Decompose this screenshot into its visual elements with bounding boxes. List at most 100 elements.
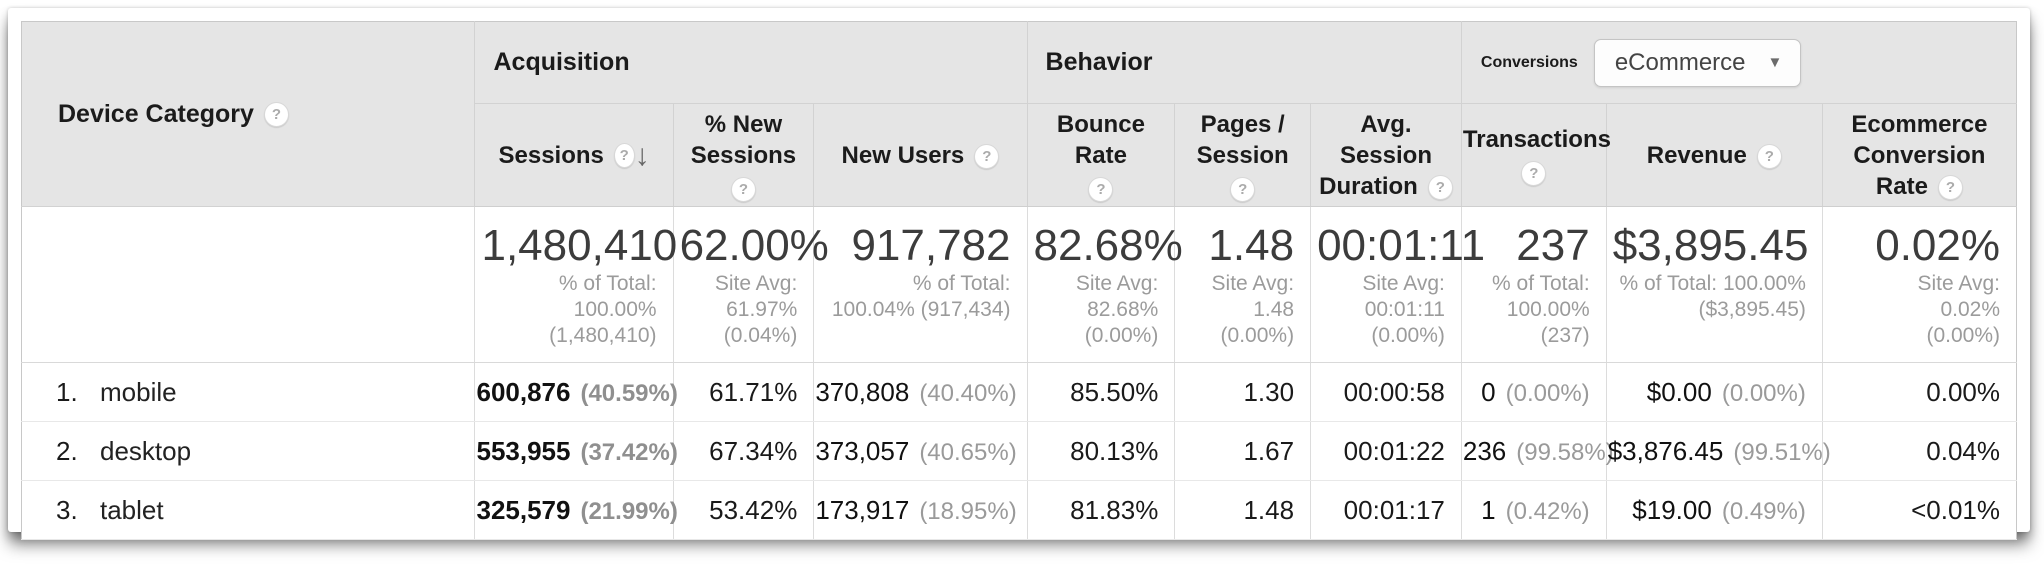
summary-value: 0.02% (1875, 221, 2000, 270)
column-header-pages-session[interactable]: Pages / Session ? (1174, 103, 1311, 207)
sessions-label: Sessions (498, 141, 604, 169)
summary-subtext: 100.04% (917,434) (831, 298, 1011, 321)
caret-down-icon: ▼ (1767, 54, 1783, 71)
help-icon[interactable]: ? (730, 176, 756, 202)
transactions-label: Transactions (1462, 126, 1611, 153)
summary-cell-ecommerce-conversion-rate: 0.02% Site Avg: 0.02% (0.00%) (1821, 206, 2017, 363)
cell-new-users: 373,057 (40.65%) (813, 421, 1028, 481)
row-index: 2. (56, 435, 78, 466)
help-icon[interactable]: ? (1230, 176, 1256, 202)
conversions-label: Conversions (1480, 53, 1578, 71)
cell-device-category: 3. tablet (21, 480, 475, 540)
summary-subtext: % of Total: (1492, 272, 1590, 295)
column-header-bounce-rate[interactable]: Bounce Rate ? (1026, 103, 1175, 207)
cell-pct-new-sessions: 67.34% (672, 421, 814, 481)
new-users-label: New Users (841, 141, 965, 169)
column-header-transactions[interactable]: Transactions ? (1460, 103, 1611, 207)
column-header-ecommerce-conversion-rate[interactable]: Ecommerce Conversion Rate? (1821, 103, 2017, 207)
summary-subtext: (0.00%) (1926, 324, 2000, 347)
column-header-revenue[interactable]: Revenue? (1605, 103, 1823, 207)
ecommerce-conversion-rate-label: Conversion (1853, 141, 1986, 169)
help-icon[interactable]: ? (1756, 143, 1782, 169)
summary-subtext: 00:01:11 (1364, 298, 1445, 321)
column-header-sessions[interactable]: Sessions? ↓ (474, 103, 674, 207)
table-row: 1. mobile 600,876 (40.59%) 61.71% 370,808(… (21, 362, 2017, 422)
avg-session-duration-label: Duration? (1312, 171, 1460, 202)
column-header-avg-session-duration[interactable]: Avg. Session Duration? (1310, 103, 1462, 207)
pct-new-sessions-label: % New (704, 110, 783, 138)
column-header-new-users[interactable]: New Users? (813, 103, 1028, 207)
help-icon[interactable]: ? (1937, 174, 1963, 200)
cell-bounce-rate: 80.13% (1026, 421, 1175, 481)
cell-revenue: $3,876.45 (99.51%) (1605, 421, 1831, 481)
sort-descending-icon[interactable]: ↓ (634, 138, 650, 172)
summary-cell-new-users: 917,782 % of Total: 100.04% (917,434) (813, 206, 1028, 363)
group-header-conversions: Conversions eCommerce ▼ (1460, 21, 2017, 104)
help-icon[interactable]: ? (1427, 174, 1453, 200)
summary-subtext: 0.02% (1940, 298, 2000, 321)
help-icon[interactable]: ? (263, 102, 289, 128)
cell-pct-new-sessions: 53.42% (672, 480, 814, 540)
pct-new-sessions-label: Sessions (690, 141, 797, 169)
group-header-behavior: Behavior (1026, 21, 1462, 104)
acquisition-label: Acquisition (493, 48, 630, 76)
pages-session-label: Session (1196, 141, 1289, 169)
summary-cell-sessions: 1,480,410 % of Total: 100.00% (1,480,410… (474, 206, 678, 363)
summary-subtext: 1.48 (1253, 298, 1295, 321)
analytics-table: Device Category? Acquisition Behavior Co… (21, 21, 2017, 540)
summary-subtext: 100.00% (237) (1506, 298, 1590, 347)
device-name-link[interactable]: desktop (100, 435, 192, 466)
summary-value: 62.00% (679, 221, 829, 270)
summary-subtext: 100.00% (573, 298, 657, 321)
summary-cell-transactions: 237 % of Total: 100.00% (237) (1460, 206, 1607, 363)
cell-sessions: 553,955 (37.42%) (474, 421, 678, 481)
summary-row: 1,480,410 % of Total: 100.00% (1,480,410… (21, 206, 2017, 363)
row-index: 1. (56, 376, 78, 407)
cell-device-category: 2. desktop (21, 421, 475, 481)
column-header-pct-new-sessions[interactable]: % New Sessions ? (672, 103, 814, 207)
revenue-label: Revenue (1646, 141, 1747, 169)
cell-pct-new-sessions: 61.71% (672, 362, 814, 422)
help-icon[interactable]: ? (974, 143, 1000, 169)
cell-sessions: 325,579 (21.99%) (474, 480, 678, 540)
group-header-acquisition: Acquisition (474, 21, 1028, 104)
cell-avg-session-duration: 00:01:22 (1310, 421, 1462, 481)
cell-new-users: 370,808 (40.40%) (813, 362, 1028, 422)
ecommerce-dropdown[interactable]: eCommerce ▼ (1593, 38, 1802, 87)
summary-cell-pct-new-sessions: 62.00% Site Avg: 61.97% (0.04%) (672, 206, 829, 363)
cell-sessions: 600,876 (40.59%) (474, 362, 678, 422)
summary-value: 917,782 (851, 221, 1011, 270)
cell-transactions: 236 (99.58%) (1460, 421, 1614, 481)
summary-subtext: (1,480,410) (549, 324, 657, 347)
device-name-link[interactable]: tablet (100, 494, 164, 525)
summary-subtext: Site Avg: (1211, 272, 1295, 295)
help-icon[interactable]: ? (1088, 176, 1114, 202)
cell-ecommerce-conversion-rate: 0.00% (1821, 362, 2017, 422)
table-row: 3. tablet 325,579 (21.99%) 53.42% 173,917(… (21, 480, 2017, 540)
cell-revenue: $0.00 (0.00%) (1605, 362, 1823, 422)
behavior-label: Behavior (1045, 48, 1153, 76)
cell-transactions: 0 (0.00%) (1460, 362, 1607, 422)
summary-value: 1,480,410 (481, 221, 678, 270)
group-header-row: Device Category? Acquisition Behavior Co… (21, 21, 2017, 207)
summary-subtext: Site Avg: (714, 272, 798, 295)
summary-cell-pages-session: 1.48 Site Avg: 1.48 (0.00%) (1174, 206, 1311, 363)
summary-value: $3,895.45 (1612, 221, 1809, 270)
pages-session-label: Pages / (1200, 110, 1285, 138)
cell-pages-session: 1.48 (1174, 480, 1311, 540)
table-row: 2. desktop 553,955 (37.42%) 67.34% 373,057… (21, 421, 2017, 481)
summary-subtext: (0.00%) (1220, 324, 1295, 347)
cell-ecommerce-conversion-rate: <0.01% (1821, 480, 2017, 540)
summary-subtext: (0.00%) (1371, 324, 1445, 347)
summary-cell-avg-session-duration: 00:01:11 Site Avg: 00:01:11 (0.00%) (1310, 206, 1485, 363)
help-icon[interactable]: ? (1521, 161, 1547, 186)
summary-subtext: 61.97% (726, 298, 798, 321)
summary-cell-revenue: $3,895.45 % of Total: 100.00% ($3,895.45… (1605, 206, 1823, 363)
avg-session-duration-label: Avg. Session (1339, 110, 1432, 169)
cell-bounce-rate: 81.83% (1026, 480, 1175, 540)
summary-subtext: Site Avg: (1917, 272, 2000, 295)
cell-transactions: 1 (0.42%) (1460, 480, 1607, 540)
summary-value: 1.48 (1208, 221, 1295, 270)
device-name-link[interactable]: mobile (100, 376, 177, 407)
help-icon[interactable]: ? (613, 142, 635, 168)
